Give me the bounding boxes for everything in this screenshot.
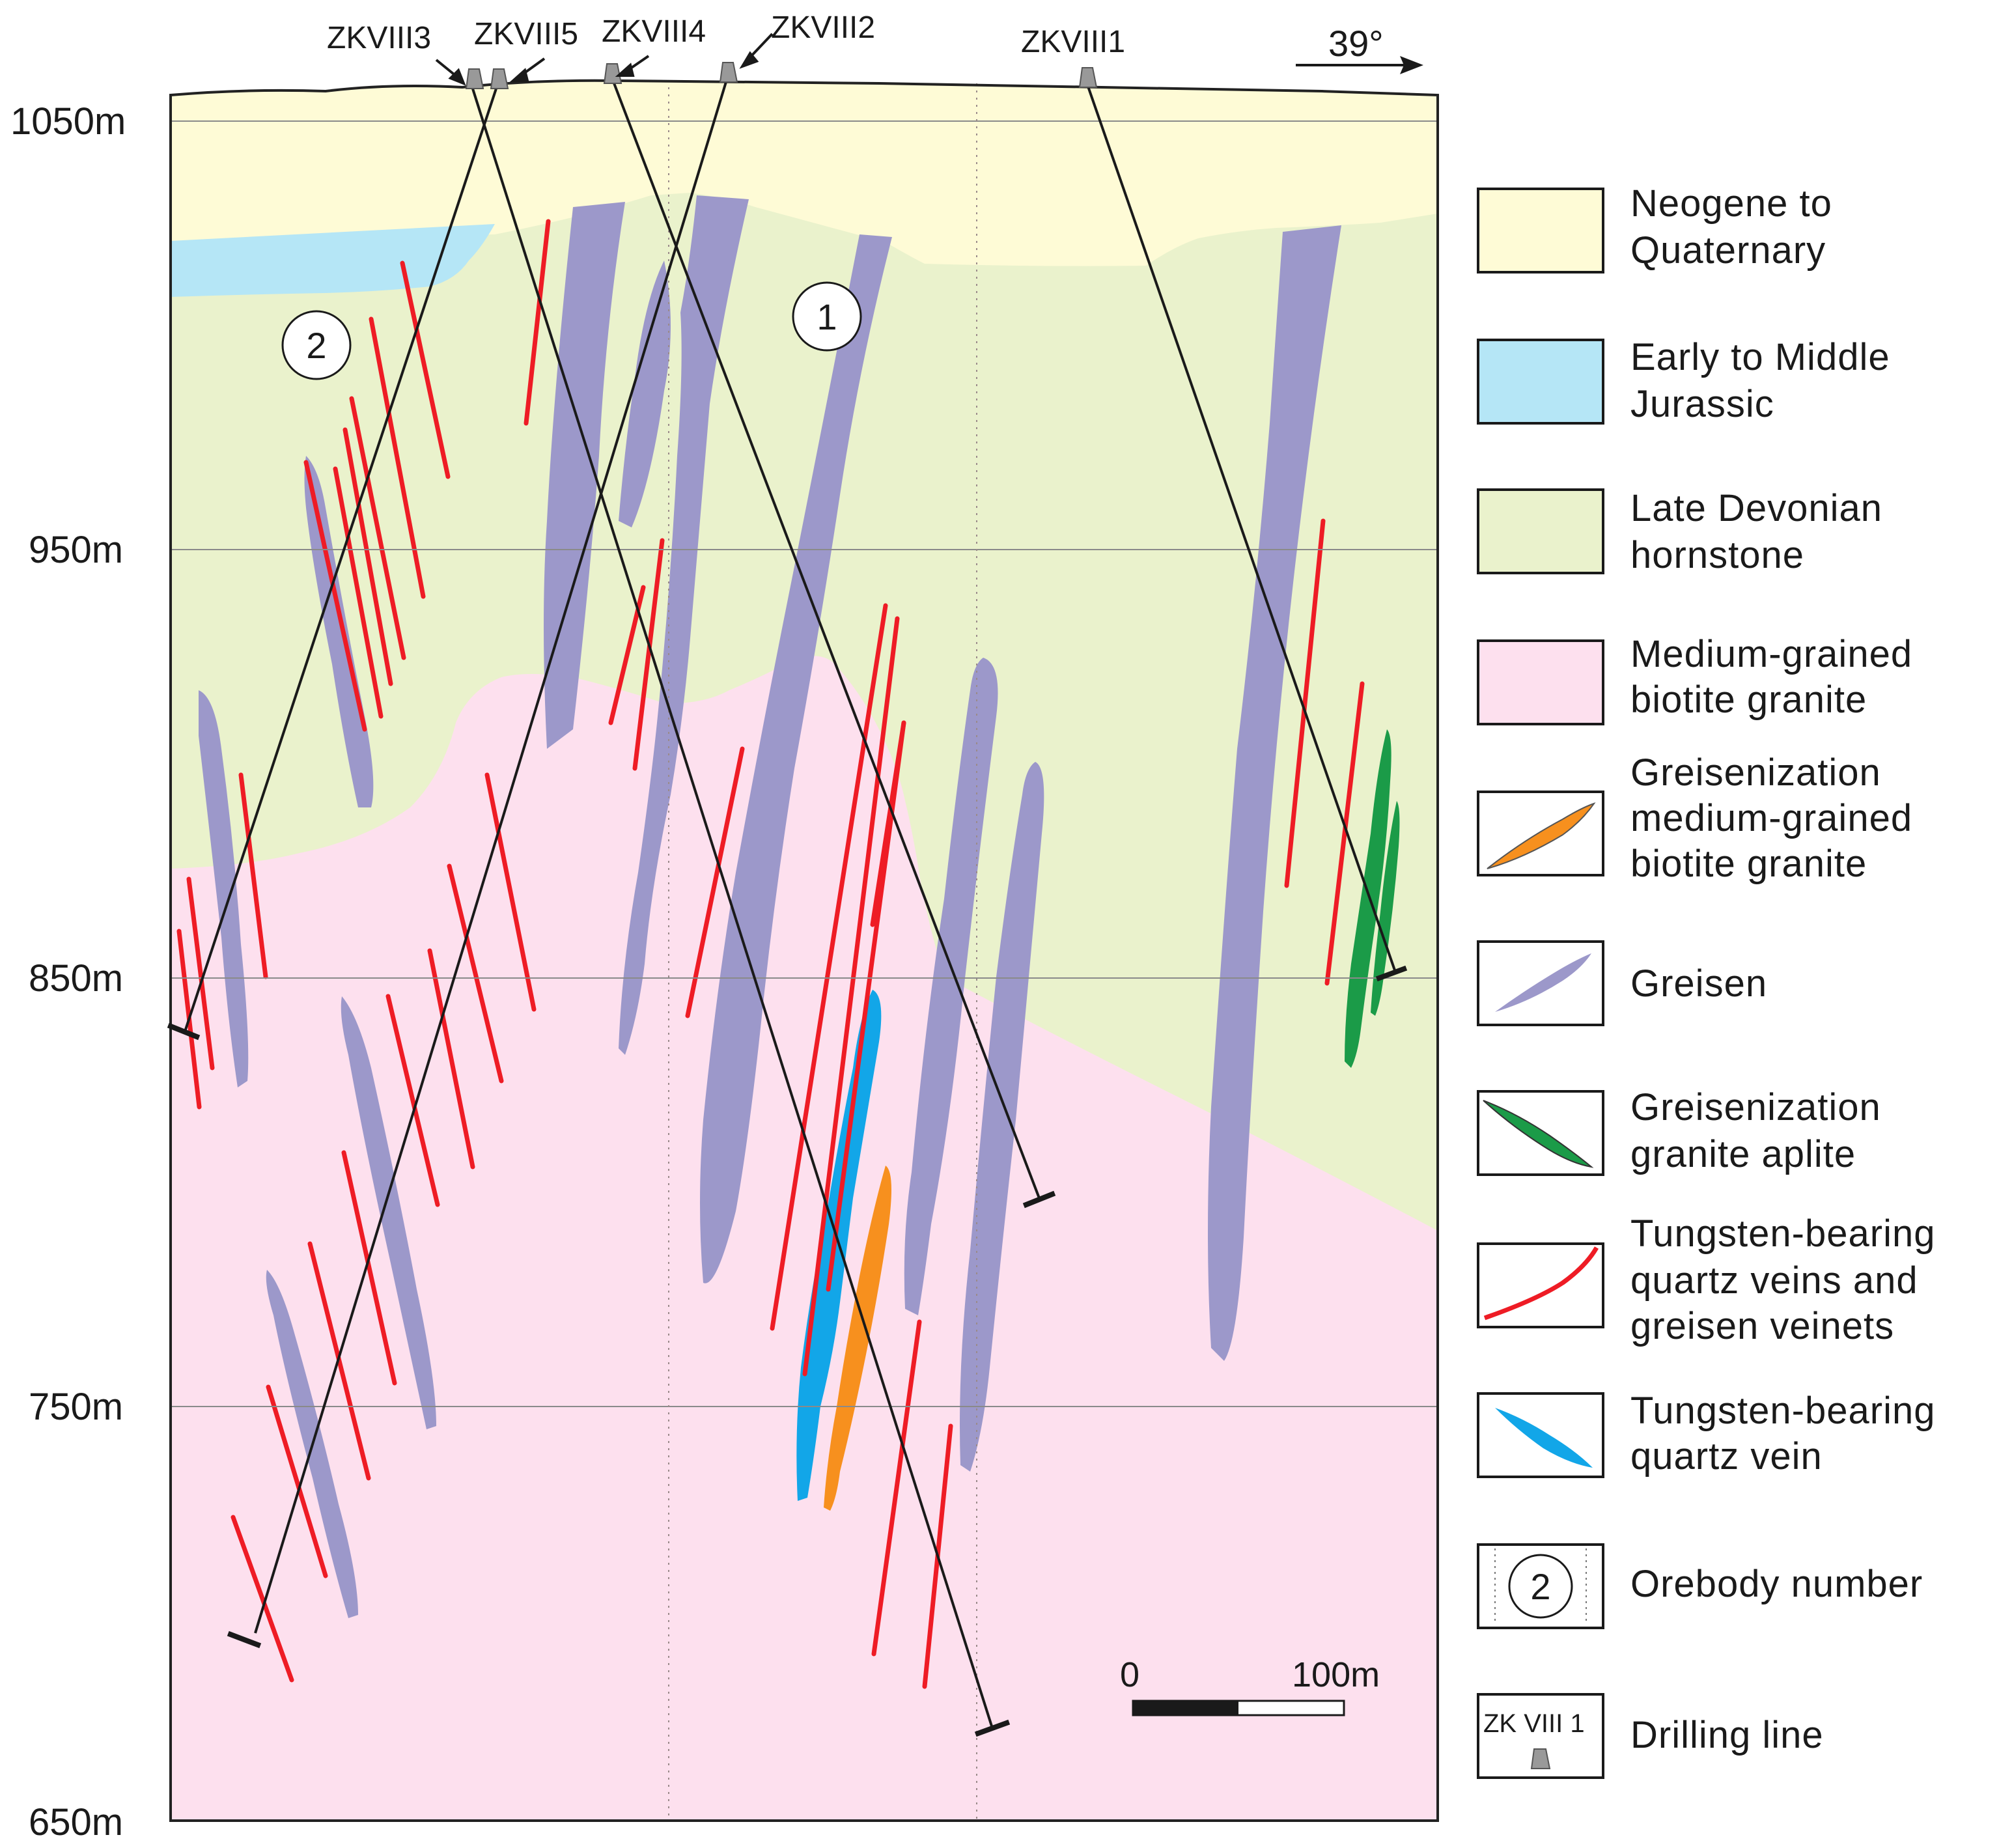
svg-text:Drilling line: Drilling line — [1630, 1714, 1824, 1756]
svg-text:Greisenization: Greisenization — [1630, 1086, 1881, 1128]
tungsten-veins — [176, 219, 1365, 1689]
drillhole-label: ZKVIII2 — [771, 10, 875, 45]
vertical-reference-lines — [668, 83, 977, 1821]
orientation-arrow — [1296, 56, 1423, 74]
svg-text:Tungsten-bearing: Tungsten-bearing — [1630, 1212, 1935, 1255]
legend-item-drilling-line: ZK VIII 1 Drilling line — [1477, 1693, 1824, 1779]
greisen-bodies — [199, 195, 1341, 1618]
svg-text:Quaternary: Quaternary — [1630, 229, 1826, 272]
legend-item-orebody-number: 2 Orebody number — [1477, 1543, 1923, 1629]
svg-text:Orebody number: Orebody number — [1630, 1563, 1923, 1605]
drill-collar-icon — [1530, 1748, 1551, 1769]
drillhole-label: ZKVIII4 — [602, 14, 706, 49]
drillhole-label: ZKVIII3 — [327, 21, 431, 55]
svg-text:Tungsten-bearing: Tungsten-bearing — [1630, 1390, 1935, 1432]
elevation-gridlines — [171, 120, 1438, 1407]
section-frame — [169, 79, 1439, 1822]
drillhole-label: ZKVIII5 — [474, 17, 578, 51]
orebody-marker-2: 2 — [281, 310, 352, 380]
greisenization-aplite-body — [1345, 729, 1400, 1068]
svg-text:ZK VIII 1: ZK VIII 1 — [1483, 1709, 1585, 1738]
legend-item-granite: Medium-grained biotite granite — [1477, 633, 1912, 725]
svg-text:medium-grained: medium-grained — [1630, 797, 1912, 839]
svg-text:quartz vein: quartz vein — [1630, 1435, 1823, 1477]
legend-item-greisenization-aplite: Greisenization granite aplite — [1477, 1086, 1881, 1176]
legend-item-greisen: Greisen — [1477, 940, 1767, 1026]
legend-item-devonian: Late Devonian hornstone — [1477, 487, 1882, 576]
greisenization-granite-body — [824, 1166, 891, 1511]
legend-item-greisenization-granite: Greisenization medium-grained biotite gr… — [1477, 751, 1912, 885]
orientation-label: 39° — [1328, 23, 1384, 64]
svg-text:biotite granite: biotite granite — [1630, 843, 1867, 885]
legend-item-neogene: Neogene to Quaternary — [1477, 182, 1832, 273]
svg-text:quartz veins and: quartz veins and — [1630, 1259, 1918, 1302]
svg-text:granite aplite: granite aplite — [1630, 1133, 1856, 1175]
svg-text:0: 0 — [1120, 1655, 1139, 1694]
granite-layer — [171, 656, 1438, 1821]
svg-text:Late Devonian: Late Devonian — [1630, 487, 1882, 529]
drill-hole-endcaps — [167, 965, 1408, 1737]
legend-item-tungsten-veins: Tungsten-bearing quartz veins and greise… — [1477, 1212, 1935, 1347]
scale-bar: 0 100m — [1120, 1655, 1380, 1716]
svg-text:Greisenization: Greisenization — [1630, 751, 1881, 794]
drill-collars — [465, 62, 1098, 89]
svg-text:100m: 100m — [1292, 1655, 1380, 1694]
legend-item-tungsten-vein: Tungsten-bearing quartz vein — [1477, 1390, 1935, 1478]
svg-text:Neogene to: Neogene to — [1630, 182, 1832, 225]
svg-text:1: 1 — [817, 296, 837, 337]
legend-item-jurassic: Early to Middle Jurassic — [1477, 336, 1890, 425]
drill-traces — [184, 75, 1396, 1729]
orebody-marker-1: 1 — [792, 281, 862, 352]
svg-text:Greisen: Greisen — [1630, 962, 1767, 1005]
svg-text:2: 2 — [306, 325, 326, 366]
elevation-label: 950m — [29, 529, 123, 571]
elevation-label: 750m — [29, 1386, 123, 1428]
svg-text:greisen veinets: greisen veinets — [1630, 1305, 1894, 1347]
jurassic-layer — [171, 224, 495, 297]
svg-text:biotite granite: biotite granite — [1630, 679, 1867, 721]
elevation-label: 1050m — [10, 100, 126, 143]
svg-text:2: 2 — [1530, 1566, 1550, 1607]
drillhole-label: ZKVIII1 — [1021, 25, 1125, 59]
collar-arrows — [435, 33, 774, 86]
elevation-label: 850m — [29, 957, 123, 1000]
svg-text:hornstone: hornstone — [1630, 534, 1804, 576]
legend: Neogene to Quaternary Early to Middle Ju… — [1477, 182, 1935, 1779]
elevation-label: 650m — [29, 1801, 123, 1843]
svg-text:Jurassic: Jurassic — [1630, 383, 1774, 425]
svg-text:Medium-grained: Medium-grained — [1630, 633, 1912, 675]
svg-text:Early to Middle: Early to Middle — [1630, 336, 1890, 378]
